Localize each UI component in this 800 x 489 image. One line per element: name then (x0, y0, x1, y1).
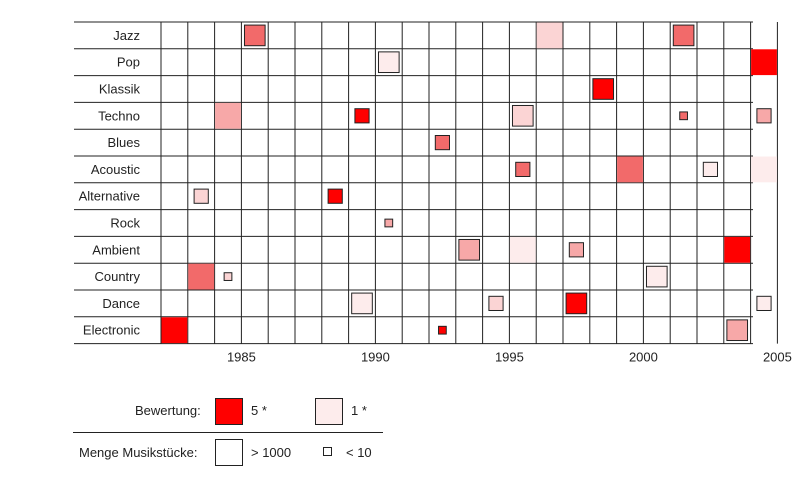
heatmap-chart: Jazz Pop Klassik Techno Blues Acoustic Alterna… (74, 21, 792, 365)
heatmap-cell (223, 272, 233, 281)
legend-rating-low-label: 1 * (351, 403, 367, 418)
heatmap-cell (565, 292, 588, 315)
legend-tracks-high-label: > 1000 (251, 445, 292, 460)
legend-tracks-high-swatch (215, 439, 243, 466)
heatmap-cell (384, 218, 394, 228)
row-label: Techno (98, 108, 140, 123)
row-label: Dance (102, 296, 140, 311)
heatmap-cell (672, 24, 695, 47)
heatmap-cell (536, 22, 563, 49)
heatmap-cell (592, 78, 615, 100)
grid (74, 21, 778, 345)
row-label: Alternative (79, 189, 140, 204)
heatmap-cell (351, 292, 373, 315)
heatmap-cell (434, 135, 450, 151)
heatmap-cell (756, 295, 772, 311)
heatmap-cell (724, 236, 751, 263)
row-label: Rock (110, 216, 140, 231)
legend-tracks-low-swatch (323, 447, 332, 456)
row-label: Pop (117, 55, 140, 70)
legend-rating-low-swatch (315, 398, 343, 425)
heatmap-cell (568, 242, 584, 258)
legend-tracks-low-label: < 10 (346, 445, 372, 460)
row-label: Electronic (83, 323, 141, 338)
heatmap-cell (488, 295, 504, 311)
x-tick-label: 1985 (227, 350, 256, 365)
x-tick-label: 2000 (629, 350, 658, 365)
heatmap-cell (679, 111, 688, 121)
row-label: Blues (107, 135, 140, 150)
legend-tracks-label: Menge Musikstücke: (79, 445, 198, 460)
heatmap-cell (756, 108, 772, 124)
heatmap-cell (645, 265, 668, 288)
x-tick-label: 2005 (763, 350, 792, 365)
heatmap-cell (193, 188, 209, 204)
x-tick-label: 1990 (361, 350, 390, 365)
row-label: Acoustic (91, 162, 141, 177)
heatmap-cell (327, 188, 343, 204)
heatmap-cell (354, 108, 370, 124)
heatmap-cell (188, 263, 215, 290)
heatmap-cell (215, 102, 241, 129)
heatmap-cell (438, 325, 447, 335)
row-label: Country (94, 269, 140, 284)
legend-rating-label: Bewertung: (135, 403, 201, 418)
cells (161, 22, 777, 344)
row-label: Jazz (113, 28, 140, 43)
heatmap-cell (702, 161, 718, 177)
heatmap-cell (515, 161, 531, 177)
heatmap-cell (511, 104, 534, 127)
heatmap-cell (243, 24, 266, 47)
heatmap-cell (161, 317, 188, 344)
heatmap-cell (726, 319, 749, 342)
heatmap-cell (509, 236, 536, 263)
heatmap-cell (617, 156, 643, 183)
legend-rating-high-swatch (215, 398, 243, 425)
row-label: Ambient (92, 242, 140, 257)
legend-rating-high-label: 5 * (251, 403, 267, 418)
row-label: Klassik (99, 82, 141, 97)
heatmap-cell (377, 51, 400, 74)
heatmap-cell (751, 156, 777, 183)
heatmap-cell (751, 49, 777, 76)
labels: Jazz Pop Klassik Techno Blues Acoustic Alterna… (79, 28, 792, 365)
legend-divider (73, 432, 383, 433)
heatmap-cell (458, 238, 481, 261)
x-tick-label: 1995 (495, 350, 524, 365)
